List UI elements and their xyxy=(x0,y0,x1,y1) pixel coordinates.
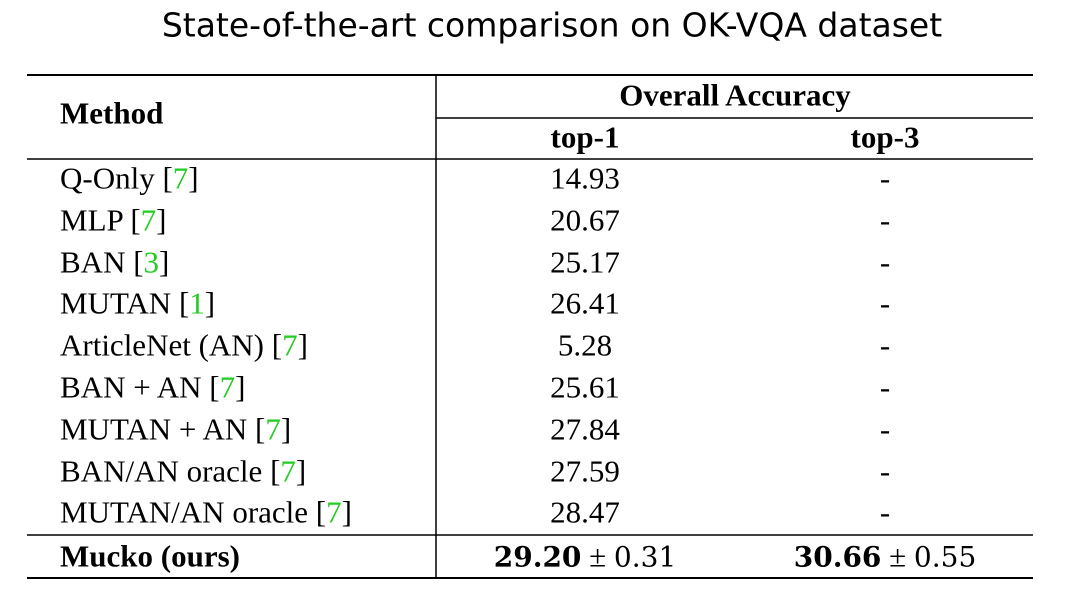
citation-ref: 3 xyxy=(143,244,160,280)
citation-bracket: ] xyxy=(204,285,216,321)
method-cell: BAN [3] xyxy=(60,246,169,277)
ours-method: Mucko (ours) xyxy=(60,538,240,574)
citation-ref: 7 xyxy=(219,369,236,405)
top1-value: 27.84 xyxy=(550,411,620,447)
top1-value: 14.93 xyxy=(550,160,620,196)
method-cell: MUTAN [1] xyxy=(60,288,215,319)
citation-bracket: ] xyxy=(188,160,199,196)
top1-value: 26.41 xyxy=(550,285,620,321)
method-name: MLP xyxy=(60,202,123,238)
ours-top1: 29.20 ± 0.31 xyxy=(494,541,677,572)
citation-ref: 7 xyxy=(140,202,157,238)
citation-bracket: [ xyxy=(270,453,281,489)
ours-value: 30.66 xyxy=(793,540,882,574)
citation-bracket: [ xyxy=(133,244,144,280)
top3-value: - xyxy=(879,327,891,363)
method-name: ArticleNet (AN) xyxy=(60,327,264,363)
top1-value: 5.28 xyxy=(557,327,613,363)
citation-ref: 1 xyxy=(189,285,205,321)
citation-bracket: ] xyxy=(156,202,167,238)
method-name: BAN/AN oracle xyxy=(60,453,263,489)
method-cell: MUTAN + AN [7] xyxy=(60,413,291,444)
header-method: Method xyxy=(60,95,164,131)
top1-value: 25.61 xyxy=(550,369,620,405)
ours-error: 0.55 xyxy=(913,540,977,574)
citation-bracket: [ xyxy=(162,160,173,196)
top3-value: - xyxy=(879,244,891,280)
citation-bracket: ] xyxy=(235,369,246,405)
top3-value: - xyxy=(879,411,891,447)
top3-value: - xyxy=(879,202,891,238)
top3-value: - xyxy=(879,369,891,405)
method-name: BAN xyxy=(60,244,126,280)
top1-value: 27.59 xyxy=(550,453,620,489)
ours-error: 0.31 xyxy=(613,540,677,574)
method-cell: BAN/AN oracle [7] xyxy=(60,455,306,486)
citation-bracket: ] xyxy=(341,494,352,530)
method-cell: ArticleNet (AN) [7] xyxy=(60,330,308,361)
header-top3: top-3 xyxy=(850,119,920,155)
method-cell: Q-Only [7] xyxy=(60,163,199,194)
citation-ref: 7 xyxy=(265,411,281,447)
citation-bracket: [ xyxy=(130,202,141,238)
method-name: MUTAN xyxy=(60,285,172,321)
citation-ref: 7 xyxy=(280,453,296,489)
citation-ref: 7 xyxy=(282,327,298,363)
top3-value: - xyxy=(879,453,891,489)
citation-ref: 7 xyxy=(326,494,342,530)
top1-value: 28.47 xyxy=(550,494,620,530)
method-cell: BAN + AN [7] xyxy=(60,372,245,403)
top1-value: 20.67 xyxy=(550,202,620,238)
ours-top3: 30.66 ± 0.55 xyxy=(794,541,977,572)
citation-bracket: [ xyxy=(271,327,283,363)
top3-value: - xyxy=(879,494,891,530)
method-name: MUTAN + AN xyxy=(60,411,248,447)
ours-value: 29.20 xyxy=(493,540,582,574)
method-cell: MUTAN/AN oracle [7] xyxy=(60,497,352,528)
citation-bracket: ] xyxy=(295,453,307,489)
plus-minus: ± xyxy=(589,538,607,574)
plus-minus: ± xyxy=(889,538,907,574)
top1-value: 25.17 xyxy=(550,244,620,280)
title: State-of-the-art comparison on OK-VQA da… xyxy=(161,5,943,45)
citation-bracket: ] xyxy=(297,327,308,363)
citation-bracket: [ xyxy=(209,369,220,405)
method-name: BAN + AN xyxy=(60,369,202,405)
citation-bracket: ] xyxy=(280,411,292,447)
method-name: MUTAN/AN oracle xyxy=(60,494,309,530)
top3-value: - xyxy=(879,160,891,196)
method-cell: MLP [7] xyxy=(60,204,167,235)
top3-value: - xyxy=(879,285,891,321)
citation-ref: 7 xyxy=(172,160,189,196)
header-top1: top-1 xyxy=(550,119,620,155)
citation-bracket: [ xyxy=(254,411,266,447)
citation-bracket: [ xyxy=(315,494,327,530)
citation-bracket: ] xyxy=(159,244,170,280)
citation-bracket: [ xyxy=(178,285,190,321)
method-name: Q-Only xyxy=(60,160,155,196)
header-group: Overall Accuracy xyxy=(619,77,851,113)
